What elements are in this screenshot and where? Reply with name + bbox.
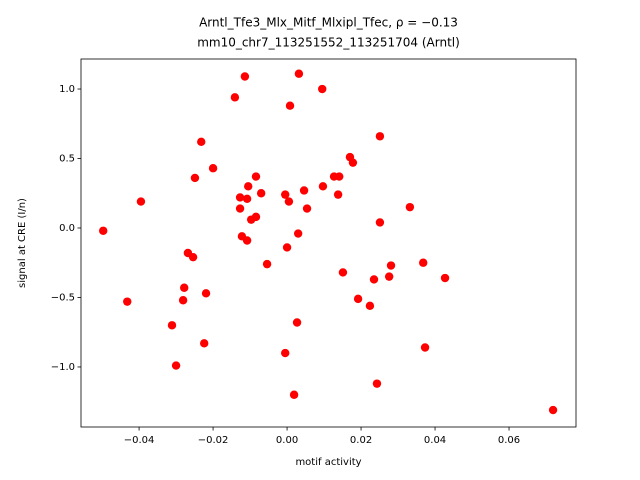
point	[282, 243, 292, 252]
x-tick-label: 0.02	[350, 435, 372, 446]
chart-title: Arntl_Tfe3_Mlx_Mitf_Mlxipl_Tfec, ρ = −0.…	[199, 16, 458, 30]
point	[405, 202, 415, 212]
point	[281, 348, 290, 358]
point	[294, 69, 304, 78]
x-tick-label: −0.02	[198, 435, 229, 446]
point	[180, 283, 189, 292]
point	[369, 275, 379, 284]
point	[167, 321, 177, 330]
x-tick-label: −0.04	[124, 435, 155, 446]
point	[333, 190, 343, 199]
point	[281, 190, 290, 199]
point	[420, 343, 430, 352]
point	[242, 194, 252, 204]
point	[384, 272, 394, 281]
point	[188, 252, 198, 262]
point	[302, 204, 312, 213]
point	[178, 296, 188, 305]
x-tick-label: 0.06	[498, 435, 520, 446]
point	[197, 137, 206, 147]
point	[262, 259, 272, 269]
point	[419, 258, 428, 267]
point	[289, 390, 299, 399]
point	[548, 405, 558, 415]
point	[242, 236, 252, 245]
point	[208, 164, 218, 173]
chart-subtitle: mm10_chr7_113251552_113251704 (Arntl)	[197, 36, 460, 50]
y-tick-label: −0.5	[51, 292, 75, 303]
point	[386, 261, 396, 270]
point	[348, 158, 358, 167]
point	[299, 186, 309, 195]
point	[293, 229, 303, 238]
point	[285, 101, 295, 110]
point	[171, 361, 181, 370]
point	[235, 204, 245, 213]
point	[136, 197, 146, 206]
y-tick-label: 1.0	[59, 84, 75, 95]
point	[284, 197, 294, 206]
y-tick-label: 0.5	[59, 154, 75, 165]
point	[335, 172, 344, 181]
point	[292, 318, 302, 327]
point	[365, 301, 375, 311]
point	[123, 297, 132, 306]
point	[318, 182, 328, 191]
point	[375, 132, 385, 141]
point	[244, 182, 253, 191]
x-tick-label: 0.00	[276, 435, 298, 446]
point	[251, 212, 261, 222]
x-tick-label: 0.04	[424, 435, 446, 446]
point	[256, 189, 266, 198]
point	[375, 218, 385, 227]
point	[199, 339, 209, 348]
point	[372, 379, 382, 388]
point	[251, 172, 261, 181]
y-tick-label: 0.0	[59, 223, 75, 234]
plot-frame	[80, 58, 577, 428]
point	[318, 84, 327, 94]
y-axis-label: signal at CRE (I/n)	[17, 198, 28, 288]
point	[440, 273, 450, 283]
point	[240, 72, 250, 81]
point	[201, 289, 211, 298]
point	[98, 226, 108, 235]
x-axis-label: motif activity	[295, 457, 361, 468]
point	[230, 93, 240, 102]
point	[190, 173, 200, 183]
point	[353, 294, 363, 304]
point	[235, 193, 245, 202]
y-tick-label: −1.0	[51, 362, 75, 373]
point	[338, 268, 348, 277]
